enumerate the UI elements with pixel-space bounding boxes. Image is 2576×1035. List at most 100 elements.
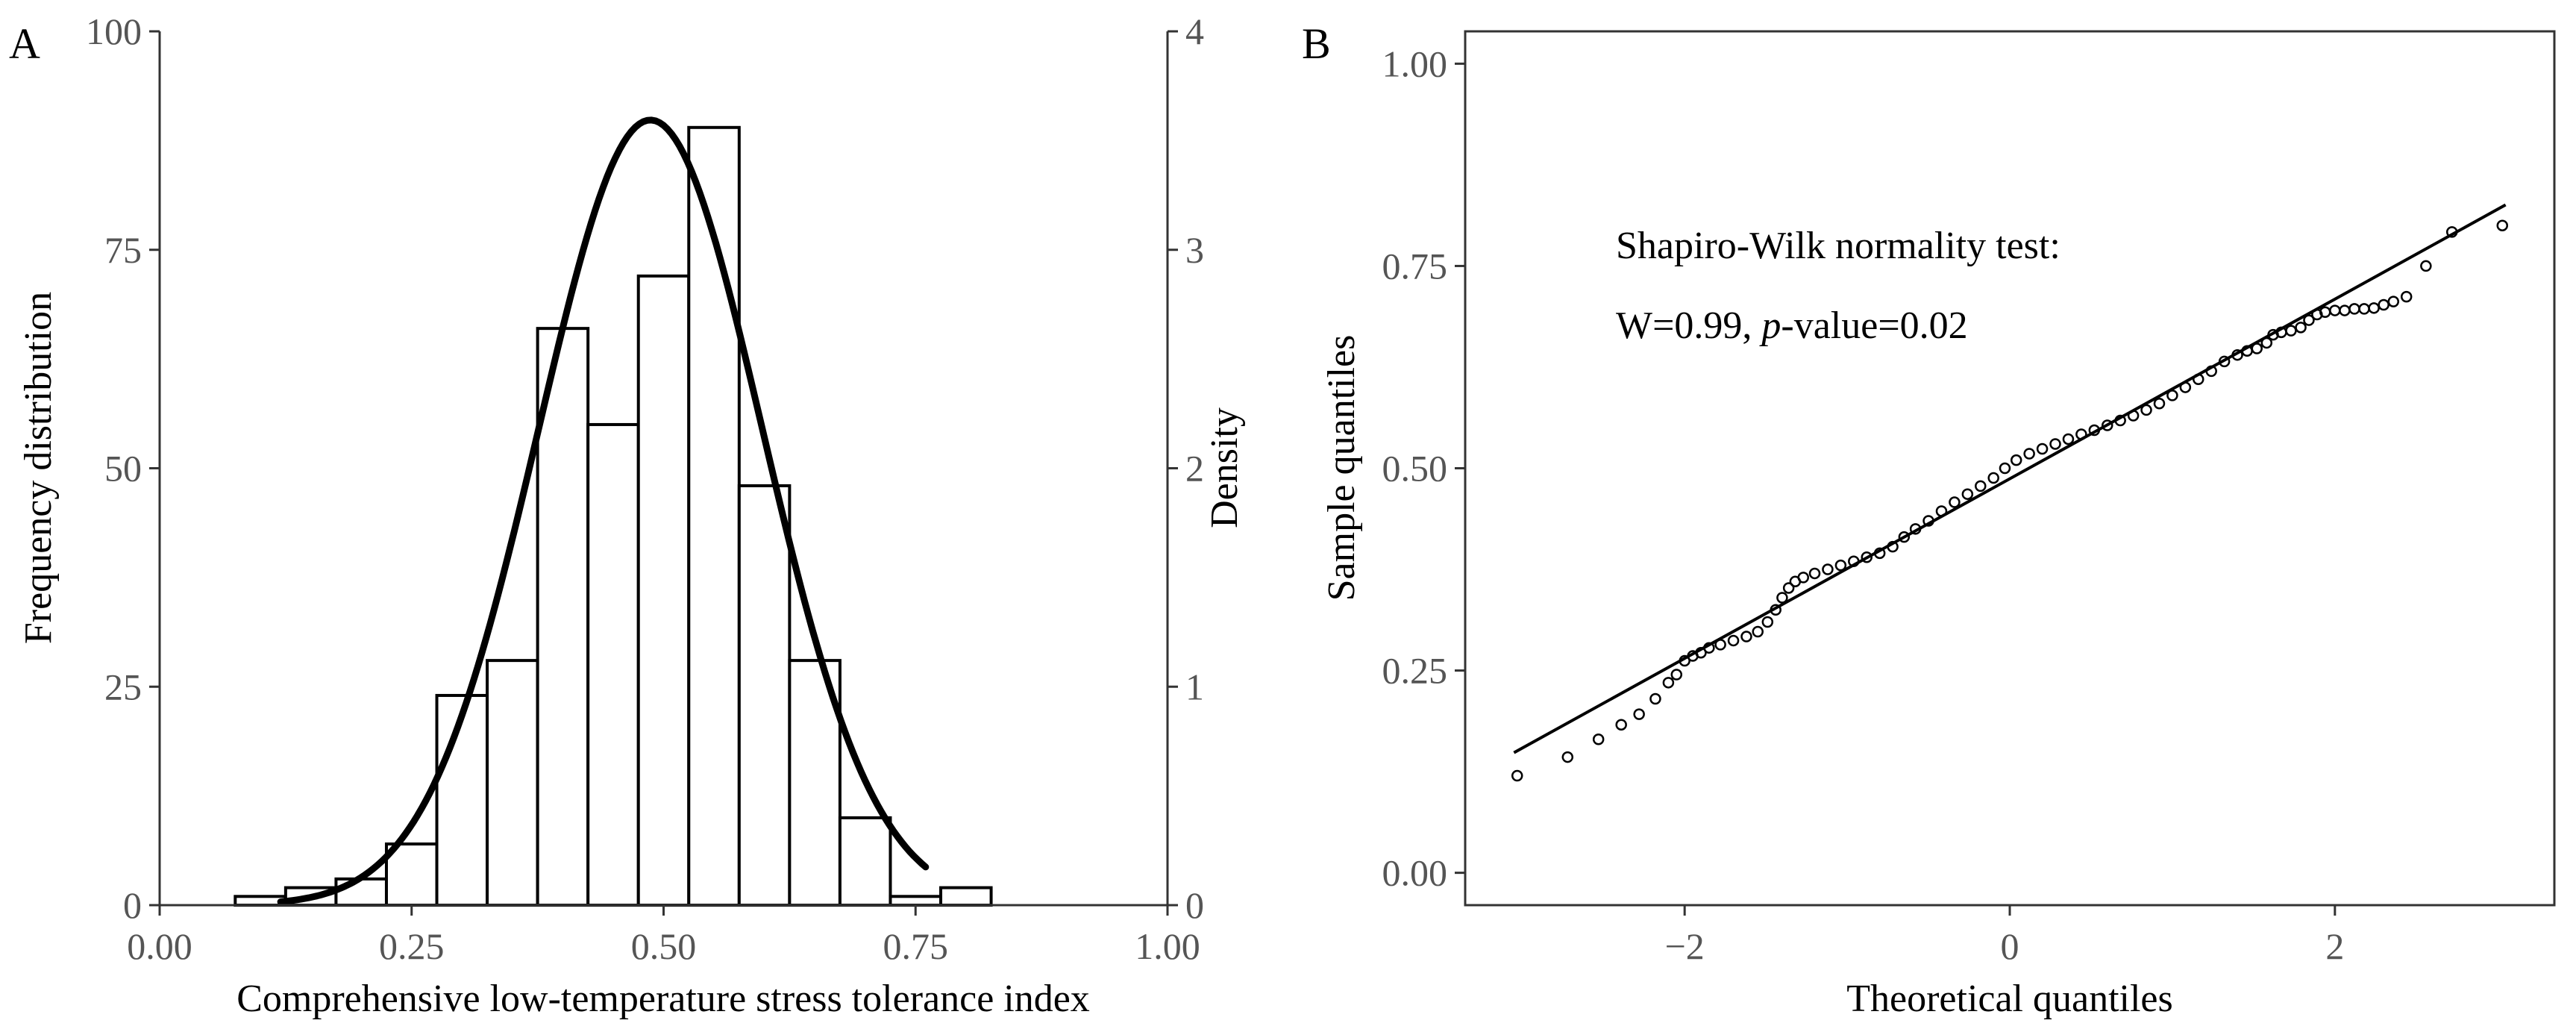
- panel-b-y-tick-label: 0.00: [1382, 852, 1448, 894]
- qq-point-63: [2303, 314, 2315, 326]
- panel-b-y-tick-label: 0.25: [1382, 650, 1448, 692]
- panel-a-x-axis-title: Comprehensive low-temperature stress tol…: [236, 978, 1090, 1020]
- panel-b-x-tick-label: 2: [2325, 925, 2344, 967]
- histogram-bar-2: [334, 877, 388, 907]
- panel-b-label: B: [1302, 19, 1331, 68]
- qq-point-3: [1615, 719, 1627, 731]
- panel-a-y-tick-label: 100: [86, 10, 142, 52]
- qq-point-73: [2400, 290, 2413, 303]
- shapiro-p-symbol: p: [1758, 304, 1781, 347]
- qq-point-1: [1561, 751, 1574, 763]
- qq-point-0: [1511, 769, 1523, 782]
- qq-point-52: [2193, 373, 2204, 385]
- qq-point-72: [2387, 296, 2400, 307]
- qq-point-44: [2088, 424, 2101, 437]
- qq-point-26: [1861, 551, 1873, 563]
- panel-b-x-axis-title: Theoretical quantiles: [1846, 978, 2172, 1020]
- qq-point-49: [2153, 398, 2166, 410]
- qq-point-68: [2348, 303, 2360, 315]
- qq-point-51: [2179, 381, 2192, 393]
- qq-point-47: [2127, 410, 2140, 422]
- shapiro-w-value: W=0.99,: [1616, 304, 1761, 347]
- histogram-bar-10: [737, 484, 792, 907]
- panel-b-y-tick-label: 1.00: [1382, 43, 1448, 84]
- panel-b-x-ticks: −2 0 2: [1665, 905, 2344, 967]
- qq-point-66: [2329, 304, 2341, 316]
- panel-b-x-tick-label: 0: [2001, 925, 2019, 967]
- panel-a-y-tick-label: 0: [123, 884, 142, 926]
- qq-point-16: [1761, 616, 1774, 628]
- panel-a-x-ticks: 0.00 0.25 0.50 0.75 1.00: [127, 905, 1200, 967]
- qq-point-48: [2140, 404, 2152, 416]
- panel-a-y2-tick-label: 0: [1185, 884, 1204, 926]
- qq-point-18: [1776, 592, 1788, 604]
- shapiro-p-value: -value=0.02: [1781, 304, 1967, 347]
- panel-a-x-tick-label: 0.00: [127, 925, 192, 967]
- histogram-bar-12: [838, 816, 892, 907]
- qq-point-41: [2049, 438, 2061, 450]
- panel-b: B −2 0 2 0.00 0.25 0.50 0.75 1.00 Theoretical …: [1302, 19, 2556, 1020]
- qq-point-39: [2023, 448, 2035, 460]
- qq-point-5: [1649, 692, 1661, 705]
- qq-point-37: [1999, 462, 2011, 475]
- qq-point-58: [2260, 337, 2273, 349]
- qq-point-4: [1633, 708, 1645, 720]
- panel-a-y2-ticks: 0 1 2 3 4: [1168, 10, 1204, 926]
- qq-point-12: [1714, 639, 1726, 651]
- qq-point-62: [2295, 322, 2307, 334]
- qq-point-50: [2166, 390, 2178, 401]
- qq-point-71: [2378, 298, 2389, 311]
- panel-a-y-ticks: 0 25 50 75 100: [86, 10, 160, 926]
- panel-a-y2-axis-title: Density: [1203, 407, 1246, 528]
- panel-b-y-ticks: 0.00 0.25 0.50 0.75 1.00: [1382, 43, 1465, 894]
- shapiro-test-title: Shapiro-Wilk normality test:: [1616, 225, 2061, 267]
- qq-point-70: [2368, 302, 2380, 314]
- qq-point-2: [1592, 733, 1605, 745]
- qq-point-22: [1808, 567, 1821, 580]
- qq-point-45: [2101, 419, 2113, 431]
- panel-a-x-tick-label: 0.25: [379, 925, 445, 967]
- qq-point-57: [2251, 343, 2263, 354]
- histogram-bar-7: [586, 422, 640, 907]
- panel-a-x-tick-label: 0.50: [631, 925, 697, 967]
- histogram-bar-13: [889, 895, 943, 907]
- qq-point-43: [2075, 428, 2087, 440]
- qq-point-54: [2218, 355, 2231, 368]
- qq-point-23: [1822, 563, 1834, 575]
- qq-point-21: [1797, 572, 1810, 584]
- qq-point-55: [2231, 348, 2243, 361]
- qq-point-40: [2036, 443, 2049, 455]
- panel-a-x-tick-label: 0.75: [883, 925, 949, 967]
- histogram-bar-5: [486, 659, 539, 907]
- qq-point-75: [2445, 226, 2458, 238]
- qq-point-69: [2358, 303, 2370, 315]
- panel-a-y-axis-title: Frequency distribution: [17, 292, 60, 644]
- qq-point-38: [2010, 454, 2022, 466]
- panel-b-y-tick-label: 0.50: [1382, 448, 1448, 490]
- panel-a-y2-tick-label: 1: [1185, 666, 1204, 707]
- qq-point-15: [1752, 625, 1764, 638]
- panel-a-y-tick-label: 25: [104, 666, 142, 707]
- density-curve: [277, 116, 930, 906]
- qq-point-36: [1987, 472, 1999, 484]
- shapiro-test-result: W=0.99, p-value=0.02: [1616, 304, 1968, 347]
- qq-point-33: [1949, 496, 1961, 508]
- panel-a-label: A: [9, 19, 40, 68]
- histogram-bar-8: [636, 274, 691, 907]
- histogram-bar-4: [435, 693, 489, 907]
- qq-point-74: [2420, 260, 2432, 272]
- qq-reference-line: [1513, 203, 2507, 754]
- qq-point-13: [1727, 634, 1740, 647]
- panel-b-y-tick-label: 0.75: [1382, 245, 1448, 287]
- qq-point-76: [2496, 219, 2509, 231]
- qq-point-14: [1740, 631, 1752, 642]
- qq-point-8: [1679, 654, 1690, 667]
- qq-point-61: [2285, 325, 2297, 337]
- panel-a-y2-tick-label: 2: [1185, 448, 1204, 490]
- qq-point-42: [2062, 433, 2075, 445]
- qq-point-25: [1848, 555, 1860, 567]
- histogram-bar-14: [939, 886, 993, 907]
- qq-point-30: [1909, 523, 1922, 535]
